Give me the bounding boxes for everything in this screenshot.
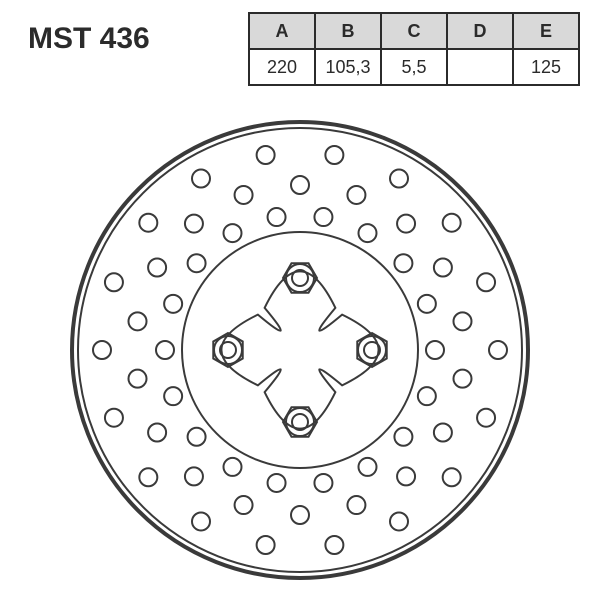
brake-disc-diagram — [0, 0, 600, 600]
col-header: D — [447, 13, 513, 49]
technical-drawing-card: MST 436 ABCDE 220105,35,5 125 — [0, 0, 600, 600]
col-header: C — [381, 13, 447, 49]
dimensions-table: ABCDE 220105,35,5 125 — [248, 12, 580, 86]
col-header: A — [249, 13, 315, 49]
part-number-title: MST 436 — [28, 22, 150, 56]
col-value: 220 — [249, 49, 315, 85]
col-value: 105,3 — [315, 49, 381, 85]
col-value — [447, 49, 513, 85]
col-header: B — [315, 13, 381, 49]
table-header-row: ABCDE — [249, 13, 579, 49]
col-header: E — [513, 13, 579, 49]
col-value: 125 — [513, 49, 579, 85]
table-value-row: 220105,35,5 125 — [249, 49, 579, 85]
col-value: 5,5 — [381, 49, 447, 85]
